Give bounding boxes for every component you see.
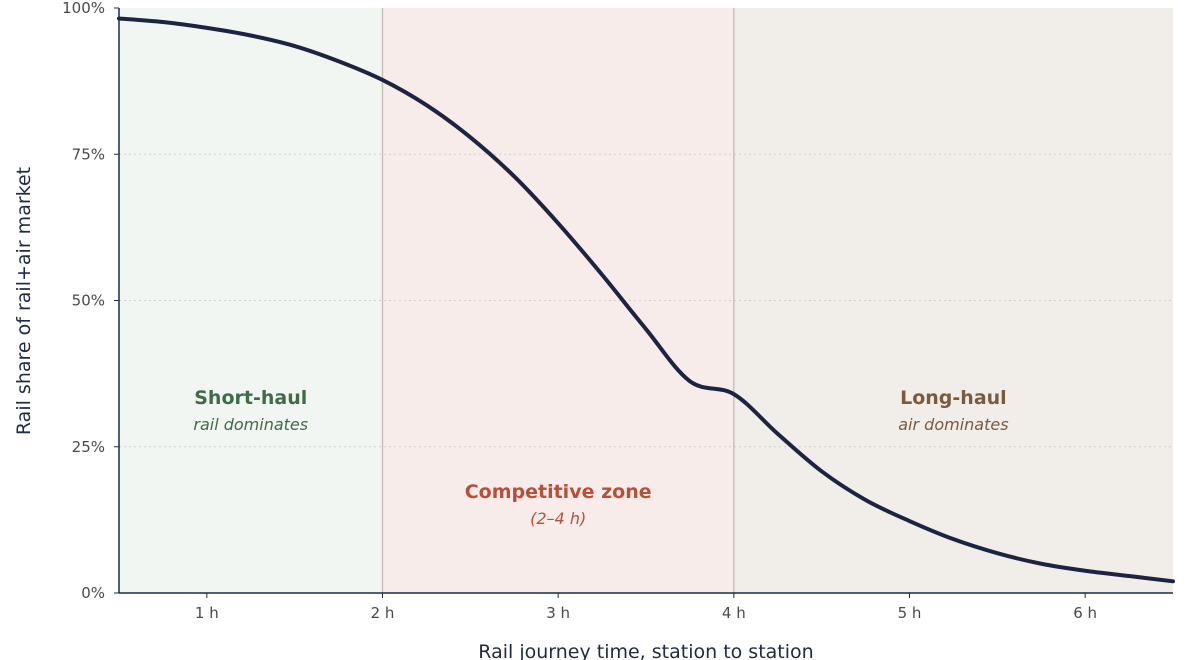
rail-share-curve <box>117 16 1175 584</box>
y-tick-label: 50% <box>72 292 105 310</box>
y-tick-label: 0% <box>81 584 105 602</box>
y-axis-title: Rail share of rail+air market <box>13 167 35 435</box>
zone-subtitle: (2–4 h) <box>530 509 586 528</box>
x-tick-label: 5 h <box>898 604 922 622</box>
zone-boundaries <box>381 8 735 593</box>
y-tick-label: 75% <box>72 145 105 163</box>
gridlines <box>119 153 1173 448</box>
x-tick-label: 1 h <box>195 604 219 622</box>
x-tick-label: 4 h <box>722 604 746 622</box>
zone-title: Competitive zone <box>465 481 652 503</box>
x-axis-title: Rail journey time, station to station <box>478 641 813 660</box>
x-tick-label: 2 h <box>371 604 395 622</box>
x-axis-ticks: 1 h 2 h 3 h 4 h 5 h 6 h <box>195 593 1097 622</box>
zone-labels: Short-haul rail dominates Competitive zone… <box>193 387 1008 528</box>
zone-subtitle: rail dominates <box>193 415 308 434</box>
x-tick-label: 3 h <box>546 604 570 622</box>
zone-title: Short-haul <box>194 387 307 409</box>
x-tick-label: 6 h <box>1073 604 1097 622</box>
y-axis-ticks: 0% 25% 50% 75% 100% <box>62 0 119 602</box>
y-tick-label: 25% <box>72 438 105 456</box>
zone-title: Long-haul <box>900 387 1007 409</box>
zone-subtitle: air dominates <box>898 415 1008 434</box>
y-tick-label: 100% <box>62 0 105 17</box>
